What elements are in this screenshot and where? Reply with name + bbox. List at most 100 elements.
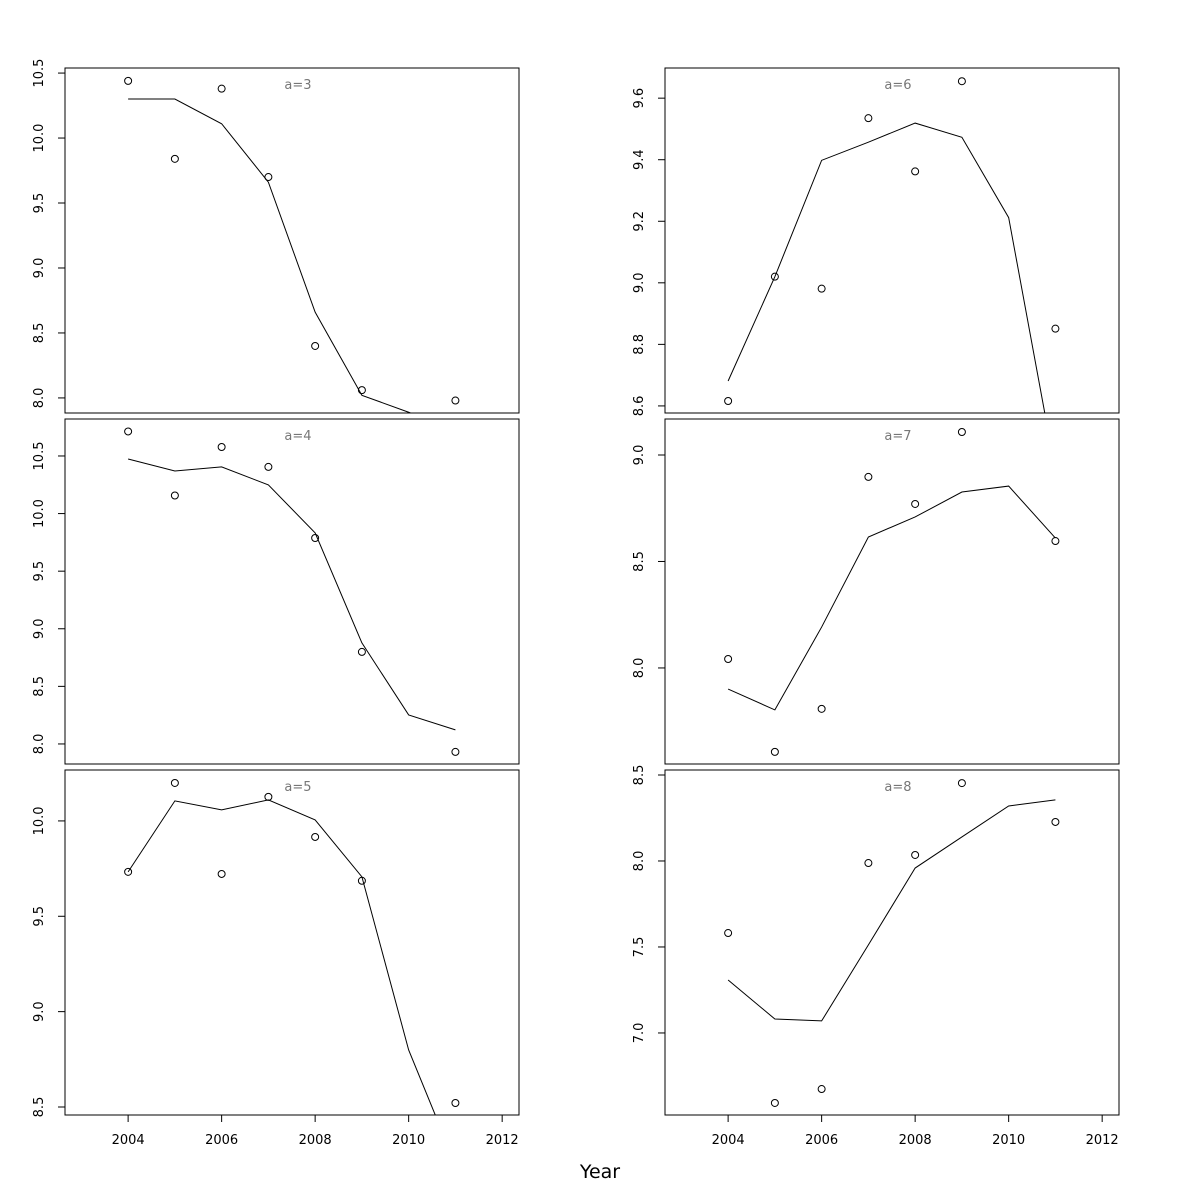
data-point (124, 867, 133, 876)
fitted-line (127, 799, 436, 1115)
panel-label: a=6 (884, 78, 911, 93)
data-point (770, 1098, 779, 1107)
y-tick-label: 10.0 (32, 124, 47, 153)
y-tick-label: 10.5 (32, 59, 47, 88)
data-point (357, 647, 366, 656)
data-point (724, 929, 733, 938)
x-tick-label: 2008 (899, 1133, 932, 1148)
data-point (264, 792, 273, 801)
panel-frame (64, 418, 520, 765)
x-tick-label: 2004 (112, 1133, 145, 1148)
y-tick-label: 8.0 (632, 658, 647, 679)
y-tick-label: 8.8 (632, 334, 647, 355)
x-tick-label: 2012 (486, 1133, 519, 1148)
y-tick-label: 9.0 (632, 272, 647, 293)
plot-area (124, 76, 460, 413)
panel-frame (664, 769, 1120, 1116)
x-tick-label: 2012 (1086, 1133, 1119, 1148)
y-tick-label: 8.5 (32, 1097, 47, 1118)
data-point (451, 747, 460, 756)
panel-label: a=3 (284, 78, 311, 93)
y-tick-label: 9.0 (632, 445, 647, 466)
plot-area (724, 779, 1060, 1107)
panel-label: a=8 (884, 780, 911, 795)
data-point (264, 462, 273, 471)
y-tick-label: 9.0 (32, 618, 47, 639)
data-point (264, 173, 273, 182)
panel-frame (664, 67, 1120, 414)
panel-frame (664, 418, 1120, 765)
data-point (957, 779, 966, 788)
panel-frame (64, 769, 520, 1116)
fitted-line (727, 485, 1056, 711)
x-tick-label: 2004 (712, 1133, 745, 1148)
panel-label: a=5 (284, 780, 311, 795)
data-point (357, 386, 366, 395)
data-point (1051, 324, 1060, 333)
data-point (864, 472, 873, 481)
data-point (957, 77, 966, 86)
plot-area (124, 778, 460, 1115)
y-tick-label: 8.5 (32, 323, 47, 344)
data-point (1051, 817, 1060, 826)
y-tick-label: 10.0 (32, 806, 47, 835)
y-tick-label: 8.6 (632, 396, 647, 417)
data-point (817, 284, 826, 293)
data-point (724, 396, 733, 405)
y-tick-label: 10.0 (32, 499, 47, 528)
y-tick-label: 8.5 (32, 676, 47, 697)
data-point (124, 427, 133, 436)
plot-area (124, 427, 460, 756)
data-point (1051, 537, 1060, 546)
y-tick-label: 8.5 (632, 765, 647, 786)
panel-frame (64, 67, 520, 414)
data-point (817, 1085, 826, 1094)
y-tick-label: 8.0 (32, 388, 47, 409)
y-tick-label: 9.2 (632, 211, 647, 232)
y-tick-label: 9.5 (32, 906, 47, 927)
data-point (864, 114, 873, 123)
data-point (217, 442, 226, 451)
x-tick-label: 2010 (992, 1133, 1025, 1148)
x-tick-label: 2006 (805, 1133, 838, 1148)
data-point (911, 850, 920, 859)
data-point (957, 427, 966, 436)
y-tick-label: 9.0 (32, 258, 47, 279)
y-tick-label: 8.0 (632, 851, 647, 872)
data-point (311, 832, 320, 841)
data-point (217, 84, 226, 93)
data-point (911, 167, 920, 176)
data-point (724, 655, 733, 664)
data-point (170, 491, 179, 500)
panel-label: a=7 (884, 429, 911, 444)
data-point (311, 533, 320, 542)
y-tick-label: 9.4 (632, 149, 647, 170)
x-tick-label: 2008 (299, 1133, 332, 1148)
x-axis-label: Year (579, 1161, 620, 1183)
data-point (217, 869, 226, 878)
data-point (864, 859, 873, 868)
y-tick-label: 7.0 (632, 1023, 647, 1044)
fitted-line (727, 122, 1046, 413)
fitted-line (128, 98, 413, 413)
y-tick-label: 8.0 (32, 734, 47, 755)
panel-label: a=4 (284, 429, 311, 444)
data-point (770, 272, 779, 281)
y-tick-label: 9.0 (32, 1001, 47, 1022)
y-tick-label: 7.5 (632, 937, 647, 958)
data-point (817, 704, 826, 713)
x-tick-label: 2006 (205, 1133, 238, 1148)
data-point (911, 499, 920, 508)
y-tick-label: 8.5 (632, 551, 647, 572)
fitted-line (127, 458, 456, 731)
plot-area (724, 427, 1060, 756)
data-point (451, 396, 460, 405)
data-point (311, 341, 320, 350)
fitted-line (727, 799, 1056, 1022)
data-point (170, 154, 179, 163)
y-tick-label: 9.5 (32, 561, 47, 582)
y-tick-label: 10.5 (32, 442, 47, 471)
y-tick-label: 9.5 (32, 193, 47, 214)
y-tick-label: 9.6 (632, 88, 647, 109)
